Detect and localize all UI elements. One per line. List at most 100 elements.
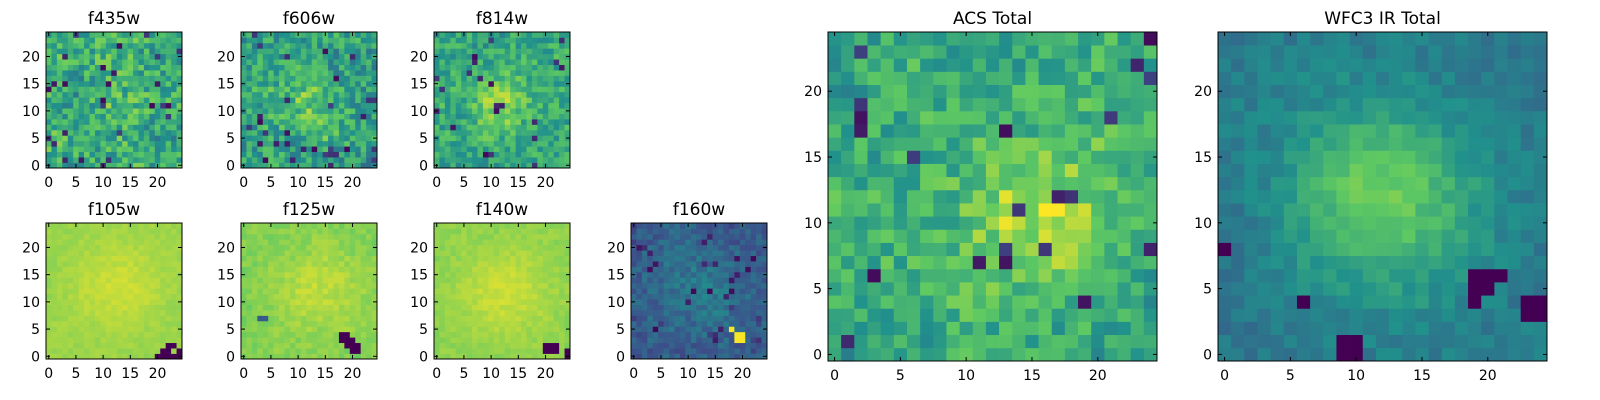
heatmap-cell	[105, 70, 112, 76]
heatmap-cell	[756, 255, 762, 262]
heatmap-cell	[652, 277, 659, 284]
heatmap-cell	[84, 233, 90, 240]
heatmap-cell	[268, 64, 274, 71]
heatmap-cell	[273, 353, 280, 360]
heatmap-cell	[176, 239, 183, 246]
heatmap-cell	[160, 102, 167, 109]
heatmap-cell	[67, 140, 74, 147]
heatmap-cell	[641, 261, 648, 267]
x-tick-label: 10	[482, 366, 500, 382]
heatmap-cell	[111, 239, 118, 246]
heatmap-cell	[439, 337, 446, 344]
heatmap-cell	[542, 239, 549, 246]
heatmap-cell	[94, 342, 101, 349]
heatmap-cell	[165, 255, 172, 262]
heatmap-cell	[317, 97, 323, 104]
heatmap-cell	[1143, 176, 1158, 191]
heatmap-cell	[1012, 268, 1026, 283]
heatmap-cell	[510, 277, 516, 284]
heatmap-cell	[712, 233, 719, 240]
heatmap-cell	[504, 342, 511, 349]
heatmap-cell	[73, 299, 79, 305]
heatmap-cell	[477, 32, 484, 38]
heatmap-cell	[444, 337, 451, 344]
heatmap-cell	[67, 271, 74, 278]
heatmap-cell	[360, 151, 367, 158]
heatmap-cell	[450, 261, 457, 267]
heatmap-cell	[344, 146, 351, 153]
heatmap-cell	[300, 59, 307, 65]
heatmap-cell	[641, 299, 648, 305]
heatmap-cell	[750, 228, 757, 235]
heatmap-cell	[306, 223, 313, 229]
heatmap-cell	[62, 299, 69, 305]
heatmap-cell	[355, 244, 362, 251]
heatmap-cell	[548, 342, 555, 349]
heatmap-cell	[669, 331, 675, 338]
heatmap-cell	[251, 70, 258, 76]
heatmap-cell	[165, 135, 172, 142]
heatmap-cell	[94, 42, 101, 49]
heatmap-cell	[450, 146, 457, 153]
heatmap-cell	[262, 113, 269, 120]
heatmap-cell	[165, 277, 172, 284]
heatmap-cell	[165, 102, 172, 109]
heatmap-cell	[149, 70, 156, 76]
heatmap-cell	[472, 53, 478, 60]
heatmap-cell	[999, 295, 1013, 309]
panel-title: f140w	[476, 200, 528, 220]
heatmap-cell	[311, 337, 318, 344]
heatmap-cell	[641, 293, 648, 300]
heatmap-cell	[504, 228, 511, 235]
heatmap-cell	[472, 108, 478, 114]
heatmap-cell	[472, 75, 478, 82]
heatmap-cell	[262, 140, 269, 147]
heatmap-cell	[84, 37, 90, 44]
heatmap-cell	[526, 140, 533, 147]
heatmap-cell	[127, 75, 134, 82]
heatmap-cell	[284, 32, 291, 38]
heatmap-cell	[262, 135, 269, 142]
heatmap-cell	[257, 32, 264, 38]
heatmap-cell	[434, 37, 440, 44]
heatmap-cell	[338, 320, 345, 327]
heatmap-cell	[690, 299, 697, 305]
heatmap-cell	[122, 337, 128, 344]
heatmap-cell	[51, 239, 58, 246]
heatmap-cell	[171, 64, 177, 71]
heatmap-cell	[241, 102, 247, 109]
heatmap-cell	[311, 353, 318, 360]
heatmap-cell	[317, 102, 323, 109]
heatmap-cell	[685, 348, 692, 354]
heatmap-cell	[165, 124, 172, 131]
heatmap-cell	[84, 293, 90, 300]
heatmap-cell	[89, 250, 96, 256]
heatmap-cell	[553, 32, 560, 38]
heatmap-cell	[279, 277, 285, 284]
heatmap-cell	[105, 113, 112, 120]
heatmap-cell	[111, 304, 118, 311]
heatmap-cell	[84, 239, 90, 246]
heatmap-cell	[946, 268, 960, 283]
heatmap-cell	[685, 261, 692, 267]
heatmap-cell	[300, 119, 307, 125]
heatmap-cell	[718, 239, 724, 246]
heatmap-cell	[311, 326, 318, 333]
heatmap-cell	[933, 282, 947, 296]
heatmap-cell	[493, 331, 500, 338]
heatmap-cell	[165, 97, 172, 104]
heatmap-cell	[279, 353, 285, 360]
heatmap-cell	[1025, 347, 1039, 362]
heatmap-cell	[241, 266, 247, 273]
heatmap-cell	[444, 244, 451, 251]
heatmap-cell	[311, 129, 318, 136]
heatmap-cell	[100, 157, 107, 163]
heatmap-cell	[674, 261, 681, 267]
heatmap-cell	[1064, 203, 1079, 217]
heatmap-cell	[466, 326, 473, 333]
heatmap-cell	[355, 293, 362, 300]
heatmap-cell	[344, 119, 351, 125]
heatmap-cell	[1130, 203, 1145, 217]
heatmap-cell	[510, 32, 516, 38]
heatmap-cell	[723, 337, 730, 344]
